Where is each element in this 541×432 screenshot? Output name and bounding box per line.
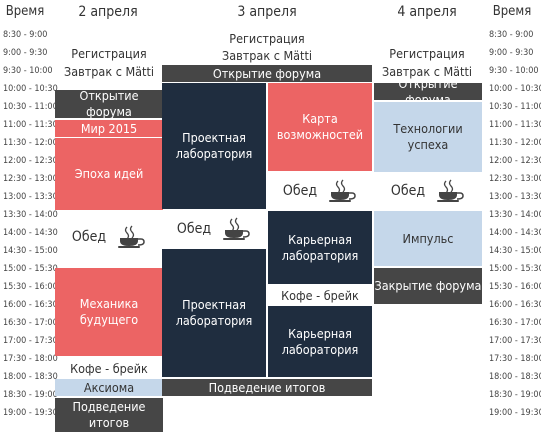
time-slot: 18:00 - 18:30: [3, 372, 58, 382]
time-slot: 14:30 - 15:00: [489, 246, 541, 256]
time-slot: 9:30 - 10:00: [489, 66, 539, 76]
time-header-left: Время: [5, 4, 45, 19]
day2-career-lab-2: Карьерная лаборатория: [268, 306, 372, 377]
time-column-right: 8:30 - 9:00 9:00 - 9:30 9:30 - 10:00 10:00 …: [489, 26, 541, 422]
time-slot: 10:00 - 10:30: [489, 84, 541, 94]
day2-project-lab-1: Проектная лаборатория: [162, 83, 266, 209]
time-slot: 13:00 - 13:30: [3, 192, 58, 202]
time-slot: 16:00 - 16:30: [3, 300, 58, 310]
time-slot: 10:30 - 11:00: [489, 102, 541, 112]
day1-coffee-break: Кофе - брейк: [70, 360, 148, 376]
time-slot: 14:30 - 15:00: [3, 246, 58, 256]
time-slot: 11:30 - 12:00: [489, 138, 541, 148]
time-slot: 12:30 - 13:00: [3, 174, 58, 184]
day1-breakfast: Завтрак с Mätti: [64, 63, 154, 79]
day2-lunch-right-label: Обед: [282, 183, 318, 199]
time-header-right: Время: [492, 4, 532, 19]
time-slot: 18:30 - 19:00: [3, 390, 58, 400]
time-slot: 11:30 - 12:00: [3, 138, 58, 148]
day2-lunch-right: Обед: [268, 174, 372, 208]
time-slot: 15:00 - 15:30: [3, 264, 58, 274]
day3-registration: Регистрация: [389, 45, 465, 61]
day3-closing: Закрытие форума: [374, 268, 482, 304]
day1-summary: Подведение итогов: [55, 398, 163, 432]
time-slot: 18:00 - 18:30: [489, 372, 541, 382]
time-slot: 13:30 - 14:00: [3, 210, 58, 220]
time-slot: 18:30 - 19:00: [489, 390, 541, 400]
day3-opening: Открытие форума: [374, 76, 482, 107]
time-slot: 13:30 - 14:00: [489, 210, 541, 220]
coffee-cup-icon: [437, 179, 464, 202]
time-slot: 15:30 - 16:00: [3, 282, 58, 292]
day2-opportunity-map: Карта возможностей: [268, 83, 372, 171]
time-slot: 16:00 - 16:30: [489, 300, 541, 310]
day-header-apr2: 2 апреля: [78, 4, 138, 20]
time-slot: 17:00 - 17:30: [489, 336, 541, 346]
time-slot: 15:00 - 15:30: [489, 264, 541, 274]
coffee-cup-icon: [223, 217, 250, 240]
time-slot: 10:00 - 10:30: [3, 84, 58, 94]
time-column-left: 8:30 - 9:00 9:00 - 9:30 9:30 - 10:00 10:00 …: [3, 26, 58, 422]
day1-opening: Открытие форума: [55, 88, 163, 119]
time-slot: 17:30 - 18:00: [3, 354, 58, 364]
time-slot: 19:00 - 19:30: [3, 408, 58, 418]
day1-axiom: Аксиома: [55, 379, 163, 396]
day2-lunch-left-label: Обед: [176, 221, 212, 237]
time-slot: 9:00 - 9:30: [489, 48, 534, 58]
time-slot: 8:30 - 9:00: [489, 30, 534, 40]
time-slot: 9:30 - 10:00: [3, 66, 53, 76]
day2-breakfast: Завтрак с Mätti: [222, 47, 312, 63]
day1-mechanics: Механика будущего: [55, 268, 163, 356]
coffee-cup-icon: [118, 225, 145, 248]
day1-mir-2015: Мир 2015: [55, 120, 163, 137]
coffee-cup-icon: [329, 179, 356, 202]
time-slot: 19:00 - 19:30: [489, 408, 541, 418]
time-slot: 15:30 - 16:00: [489, 282, 541, 292]
time-slot: 14:00 - 14:30: [489, 228, 541, 238]
day2-project-lab-2: Проектная лаборатория: [162, 249, 266, 377]
day2-summary: Подведение итогов: [162, 379, 372, 396]
time-slot: 10:30 - 11:00: [3, 102, 58, 112]
day1-ideas: Эпоха идей: [55, 138, 163, 210]
time-slot: 17:30 - 18:00: [489, 354, 541, 364]
time-slot: 8:30 - 9:00: [3, 30, 48, 40]
day3-lunch: Обед: [374, 174, 482, 208]
time-slot: 16:30 - 17:00: [489, 318, 541, 328]
day1-registration: Регистрация: [71, 45, 147, 61]
time-slot: 12:00 - 12:30: [489, 156, 541, 166]
day1-lunch: Обед: [55, 220, 163, 254]
day3-impulse: Импульс: [374, 211, 482, 266]
day2-opening: Открытие форума: [162, 65, 372, 82]
time-slot: 14:00 - 14:30: [3, 228, 58, 238]
time-slot: 9:00 - 9:30: [3, 48, 48, 58]
day2-career-lab-1: Карьерная лаборатория: [268, 211, 372, 284]
time-slot: 11:00 - 11:30: [489, 120, 541, 130]
day-header-apr3: 3 апреля: [237, 4, 297, 20]
day-header-apr4: 4 апреля: [397, 4, 457, 20]
time-slot: 11:00 - 11:30: [3, 120, 58, 130]
time-slot: 16:30 - 17:00: [3, 318, 58, 328]
day1-lunch-label: Обед: [71, 229, 107, 245]
time-slot: 12:00 - 12:30: [3, 156, 58, 166]
day3-success-tech: Технологии успеха: [374, 102, 482, 172]
day3-breakfast: Завтрак с Mätti: [382, 63, 472, 79]
day3-lunch-label: Обед: [390, 183, 426, 199]
time-slot: 12:30 - 13:00: [489, 174, 541, 184]
time-slot: 17:00 - 17:30: [3, 336, 58, 346]
day2-coffee-break: Кофе - брейк: [281, 287, 359, 303]
day2-lunch-left: Обед: [162, 212, 266, 246]
time-slot: 13:00 - 13:30: [489, 192, 541, 202]
day2-registration: Регистрация: [229, 30, 305, 46]
